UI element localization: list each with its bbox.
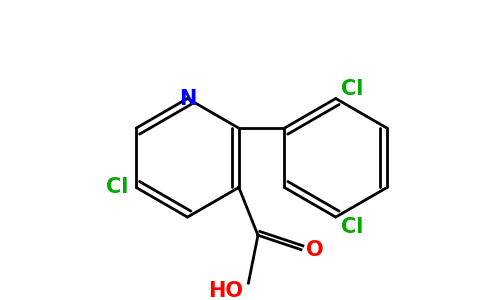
Text: N: N xyxy=(179,89,196,109)
Text: Cl: Cl xyxy=(341,217,363,237)
Text: Cl: Cl xyxy=(341,79,363,99)
Text: HO: HO xyxy=(209,281,243,300)
Text: Cl: Cl xyxy=(106,178,128,197)
Text: O: O xyxy=(306,240,323,260)
